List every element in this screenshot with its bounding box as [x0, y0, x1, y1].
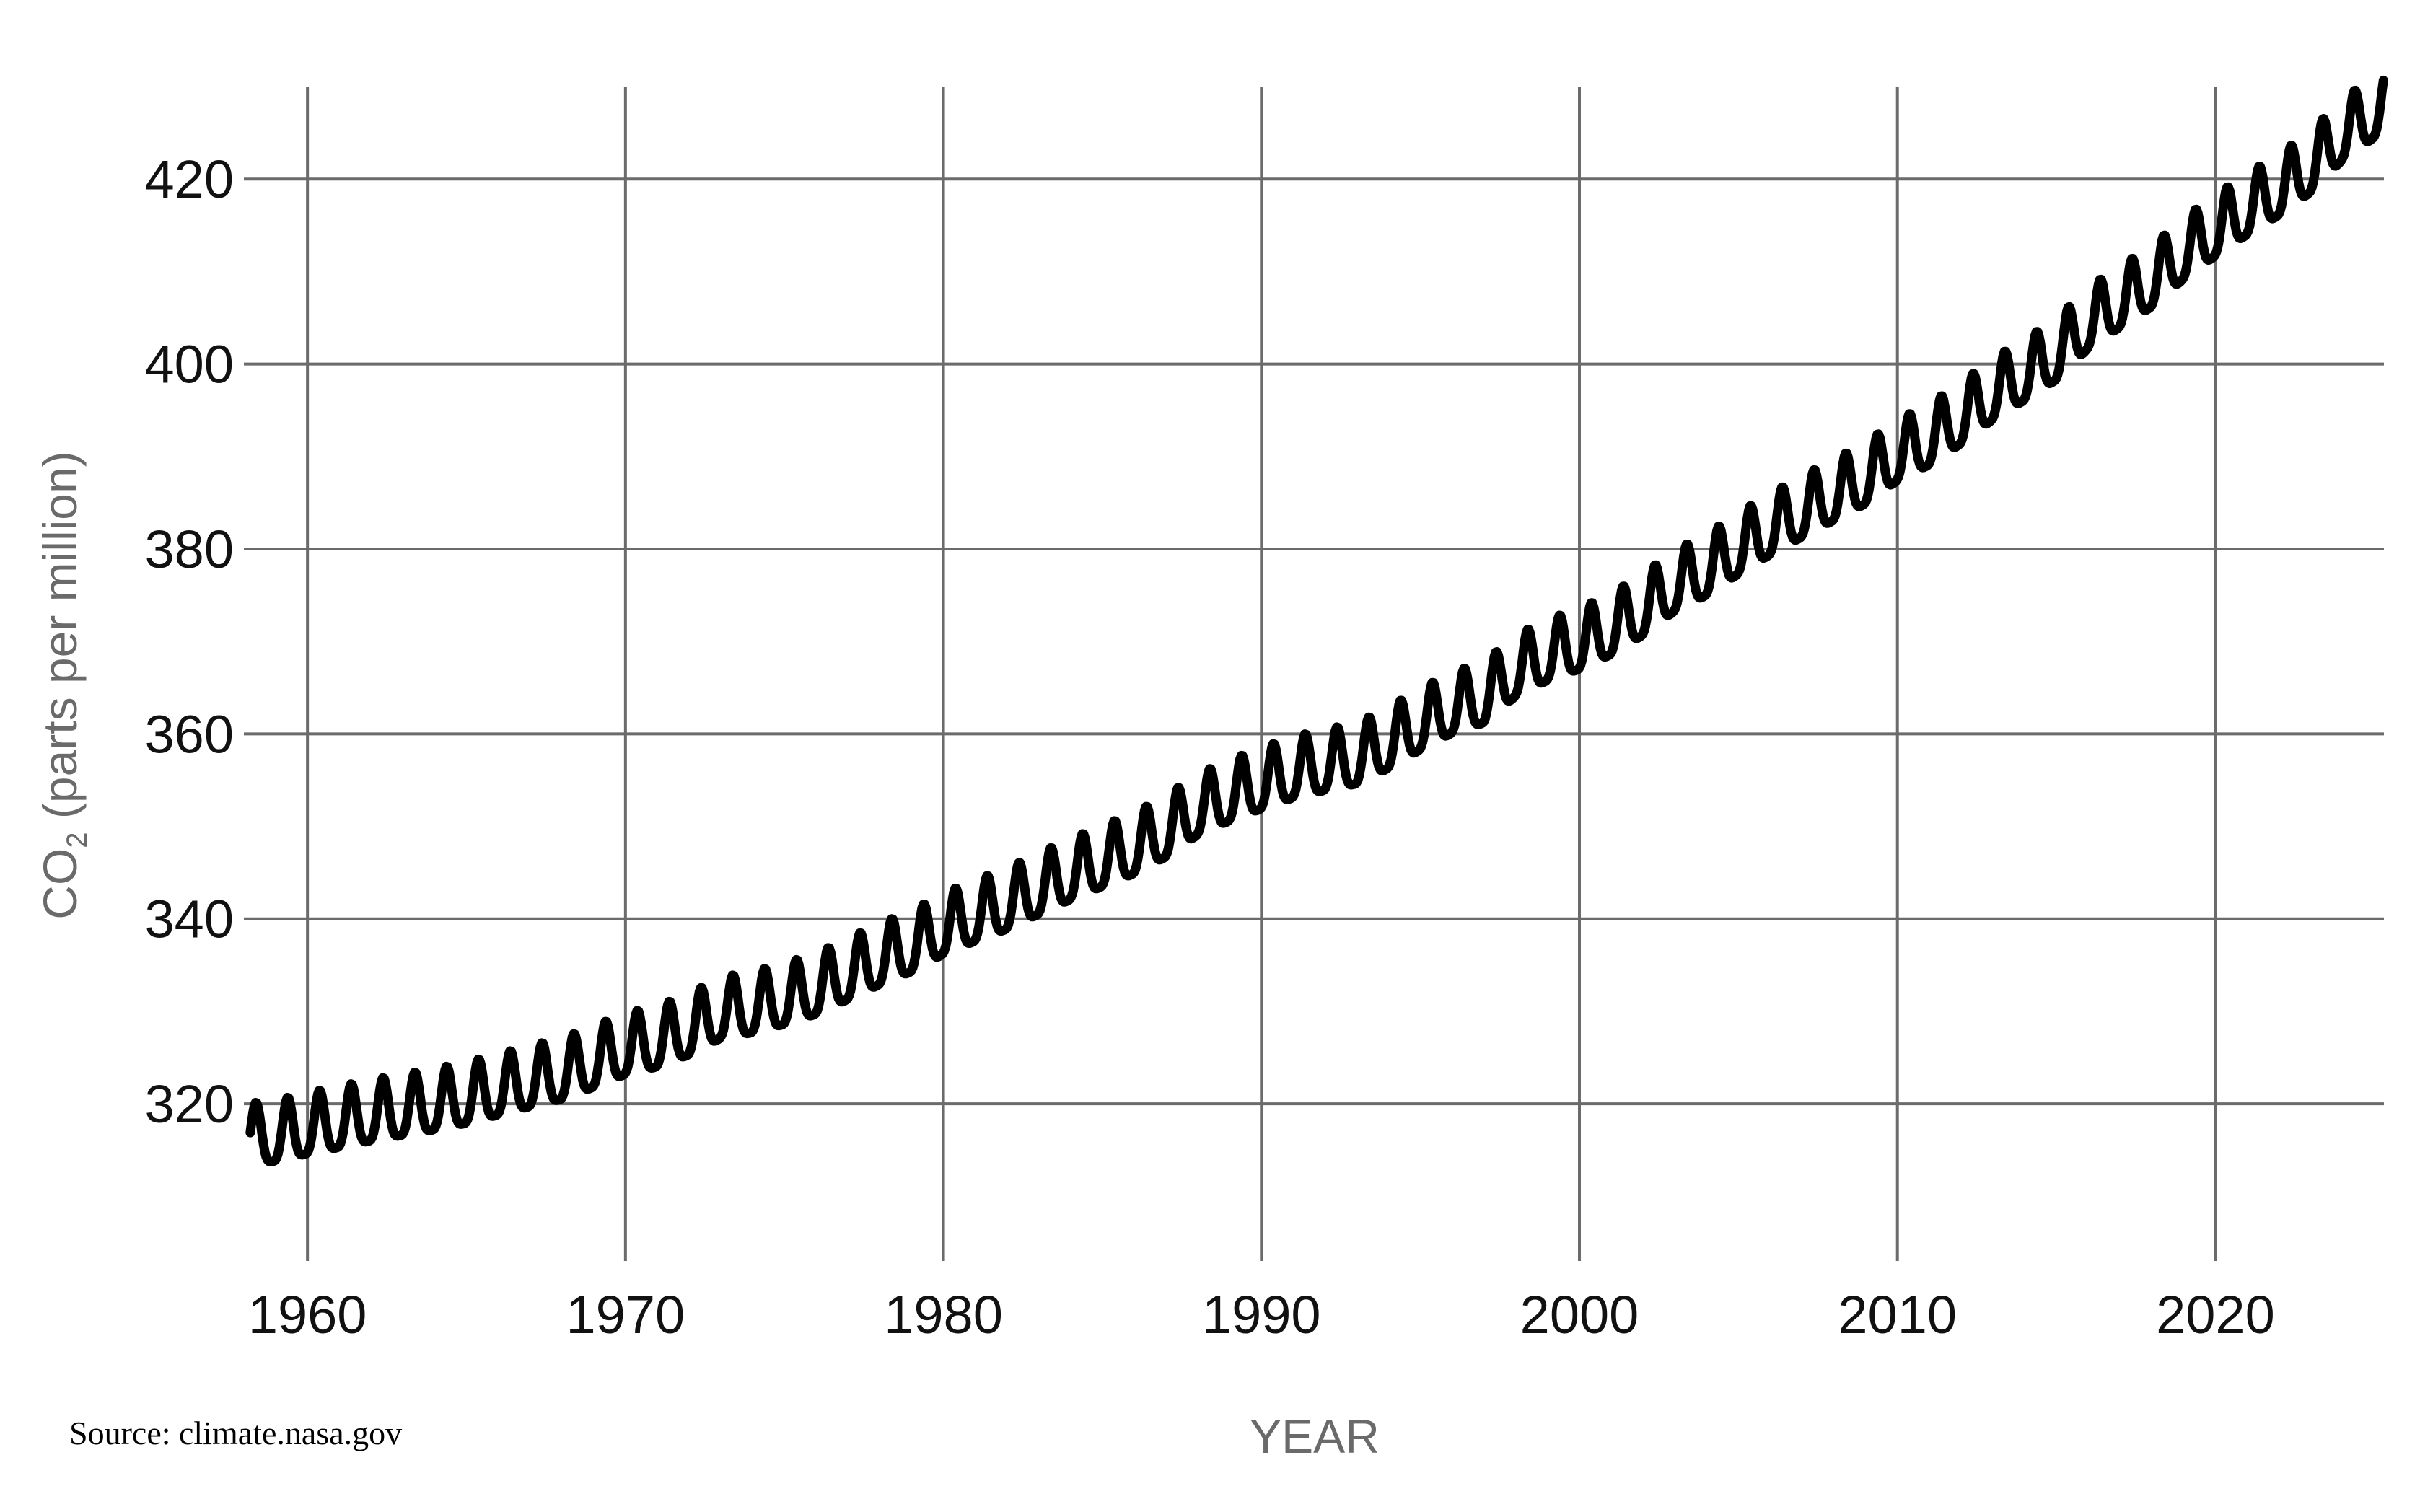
y-tick-label-320: 320 — [145, 1074, 234, 1134]
x-tick-label-2020: 2020 — [2156, 1285, 2275, 1345]
y-tick-label-400: 400 — [145, 335, 234, 395]
x-tick-label-1970: 1970 — [566, 1285, 685, 1345]
y-axis-ticks: 320 340 360 380 400 420 — [145, 149, 234, 1134]
x-tick-label-1960: 1960 — [248, 1285, 367, 1345]
y-axis-title-subscript: 2 — [61, 832, 93, 848]
x-tick-label-2000: 2000 — [1520, 1285, 1639, 1345]
y-tick-label-420: 420 — [145, 149, 234, 209]
x-tick-label-1990: 1990 — [1202, 1285, 1321, 1345]
y-axis-title-rest: (parts per million) — [33, 451, 87, 832]
x-tick-label-1980: 1980 — [884, 1285, 1003, 1345]
y-tick-label-380: 380 — [145, 519, 234, 579]
y-tick-label-360: 360 — [145, 704, 234, 764]
grid — [244, 87, 2384, 1261]
x-tick-label-2010: 2010 — [1838, 1285, 1957, 1345]
y-tick-label-340: 340 — [145, 889, 234, 949]
source-note: Source: climate.nasa.gov — [69, 1415, 403, 1451]
x-axis-title: YEAR — [1250, 1410, 1380, 1463]
y-axis-title: CO2 (parts per million) — [33, 451, 93, 919]
x-axis-ticks: 1960 1970 1980 1990 2000 2010 2020 — [248, 1285, 2275, 1345]
co2-series-line — [245, 75, 2388, 1166]
y-axis-title-main: CO — [33, 848, 87, 920]
